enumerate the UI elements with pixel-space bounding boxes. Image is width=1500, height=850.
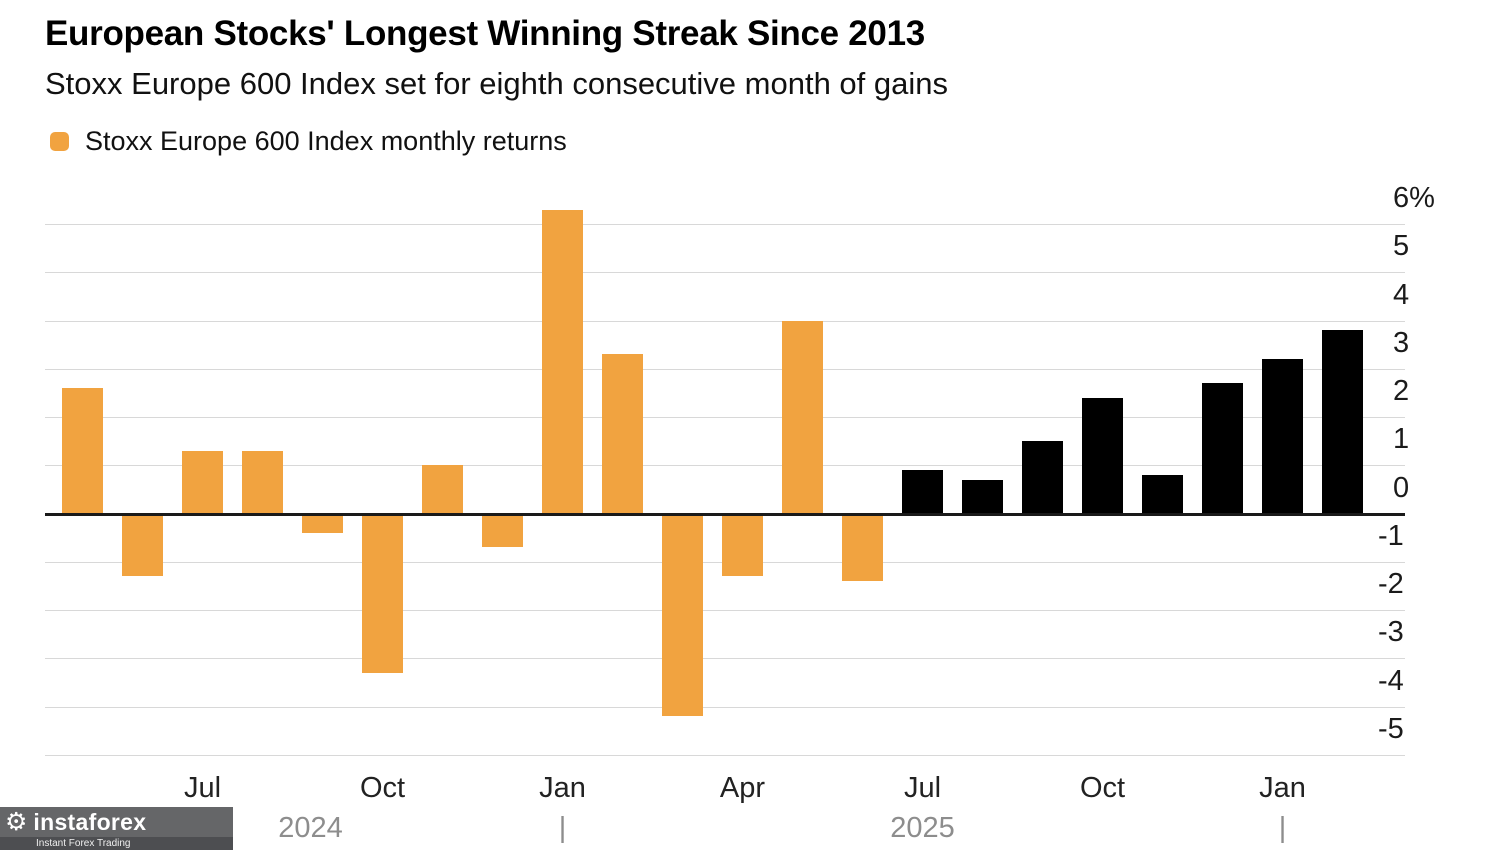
gridline bbox=[45, 320, 1405, 322]
gridline bbox=[45, 417, 1405, 419]
x-axis-label: Apr bbox=[719, 772, 766, 804]
y-axis-label: -1 bbox=[1378, 519, 1404, 552]
bar bbox=[542, 209, 583, 514]
year-divider-tick: | bbox=[558, 812, 567, 844]
bar bbox=[482, 513, 523, 548]
y-axis-label: 6% bbox=[1393, 182, 1435, 214]
y-axis-label: 2 bbox=[1393, 375, 1410, 408]
y-axis-label: 1 bbox=[1393, 423, 1410, 456]
legend-label: Stoxx Europe 600 Index monthly returns bbox=[85, 125, 567, 156]
year-label: 2024 bbox=[278, 812, 343, 844]
year-divider-tick: | bbox=[1278, 812, 1287, 844]
gridline bbox=[45, 368, 1405, 370]
x-axis-label: Jul bbox=[183, 772, 222, 804]
chart-header: European Stocks' Longest Winning Streak … bbox=[45, 12, 948, 157]
bar bbox=[602, 354, 643, 514]
bar bbox=[842, 513, 883, 582]
bar bbox=[182, 450, 223, 514]
y-axis-label: 4 bbox=[1393, 278, 1410, 311]
bar bbox=[902, 470, 943, 514]
y-axis-label: 3 bbox=[1393, 326, 1410, 359]
bar bbox=[722, 513, 763, 577]
bar bbox=[422, 465, 463, 514]
bar bbox=[122, 513, 163, 577]
watermark-bar: ⚙ instaforex bbox=[0, 807, 233, 837]
gear-icon: ⚙ bbox=[5, 808, 28, 836]
zero-axis-line bbox=[45, 512, 1405, 516]
bar bbox=[782, 320, 823, 514]
year-label: 2025 bbox=[890, 812, 955, 844]
bar bbox=[1262, 359, 1303, 514]
y-axis-label: -3 bbox=[1378, 616, 1404, 649]
bar bbox=[1142, 475, 1183, 514]
y-axis-label: -2 bbox=[1378, 568, 1404, 601]
x-axis-label: Oct bbox=[359, 772, 406, 804]
y-axis-label: 5 bbox=[1393, 230, 1410, 263]
gridline bbox=[45, 658, 1405, 660]
instaforex-watermark: ⚙ instaforex Instant Forex Trading bbox=[0, 807, 233, 850]
bar bbox=[362, 513, 403, 673]
gridline bbox=[45, 755, 1405, 756]
bar bbox=[662, 513, 703, 717]
legend: Stoxx Europe 600 Index monthly returns bbox=[45, 126, 948, 157]
bar bbox=[1082, 397, 1123, 514]
bar bbox=[302, 513, 343, 533]
page-title: European Stocks' Longest Winning Streak … bbox=[45, 14, 925, 53]
y-axis-label: -5 bbox=[1378, 713, 1404, 745]
gridline bbox=[45, 224, 1405, 225]
bar bbox=[242, 450, 283, 514]
x-axis-label: Oct bbox=[1079, 772, 1126, 804]
bar bbox=[1322, 330, 1363, 514]
gridline bbox=[45, 465, 1405, 467]
x-axis-label: Jan bbox=[539, 772, 586, 804]
legend-swatch bbox=[50, 131, 69, 151]
x-axis-label: Jul bbox=[903, 772, 942, 804]
y-axis-label: -4 bbox=[1378, 664, 1404, 697]
gridline bbox=[45, 272, 1405, 274]
bar bbox=[1202, 383, 1243, 514]
chart-subtitle: Stoxx Europe 600 Index set for eighth co… bbox=[45, 65, 948, 101]
bar bbox=[62, 388, 103, 514]
y-axis-label: 0 bbox=[1393, 471, 1410, 504]
bar bbox=[1022, 441, 1063, 514]
watermark-tagline: Instant Forex Trading bbox=[0, 837, 233, 850]
gridline bbox=[45, 706, 1405, 708]
x-axis-label: Jan bbox=[1259, 772, 1306, 804]
watermark-brand-name: instaforex bbox=[33, 808, 147, 835]
bar bbox=[962, 479, 1003, 514]
gridline bbox=[45, 610, 1405, 612]
